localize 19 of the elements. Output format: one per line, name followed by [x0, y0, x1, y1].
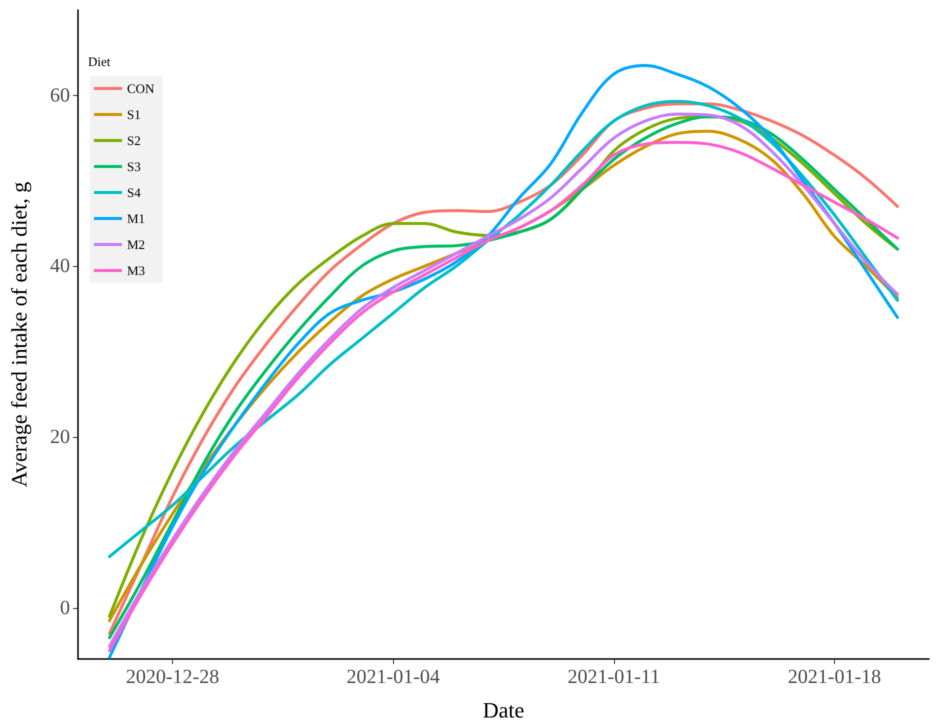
legend-label: S4 — [127, 185, 142, 200]
legend-title: Diet — [88, 54, 111, 69]
x-tick-label: 2021-01-18 — [788, 666, 882, 688]
legend-label: CON — [127, 81, 156, 96]
legend-label: S1 — [127, 107, 141, 122]
x-tick-label: 2021-01-11 — [568, 666, 660, 688]
y-axis-title: Average feed intake of each diet, g — [6, 182, 32, 488]
x-tick-label: 2021-01-04 — [346, 666, 440, 688]
y-tick-label: 60 — [50, 84, 70, 106]
legend-label: M3 — [127, 263, 146, 278]
legend-label: S2 — [127, 133, 141, 148]
y-tick-label: 40 — [50, 255, 70, 278]
y-tick-label: 0 — [60, 596, 70, 619]
x-axis-title: Date — [482, 698, 524, 722]
x-tick-label: 2020-12-28 — [126, 666, 220, 688]
legend-label: M2 — [127, 237, 146, 252]
legend-label: M1 — [127, 211, 146, 226]
legend-label: S3 — [127, 159, 141, 174]
y-tick-label: 20 — [50, 426, 70, 448]
